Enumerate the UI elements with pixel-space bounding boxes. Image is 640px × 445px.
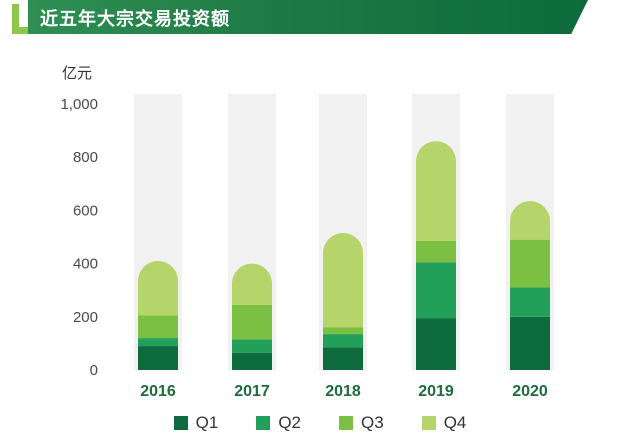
legend-swatch (256, 416, 271, 430)
bar-segment-q1-2016 (138, 346, 178, 370)
bar-segment-q1-2017 (232, 352, 272, 370)
bar-segment-q1-2019 (416, 318, 456, 370)
y-tick-label: 0 (90, 362, 98, 379)
x-tick-label: 2020 (512, 383, 548, 400)
y-tick-label: 400 (73, 256, 98, 273)
title-banner (28, 0, 588, 34)
bar-segment-q2-2018 (323, 334, 363, 348)
x-tick-label: 2016 (140, 383, 176, 400)
legend-label: Q1 (195, 413, 219, 432)
legend-label: Q4 (443, 413, 467, 432)
bar-segment-q4-2017 (232, 263, 272, 305)
bar-segment-q2-2020 (510, 287, 550, 317)
bar-segment-q2-2016 (138, 338, 178, 347)
x-tick-label: 2019 (418, 383, 454, 400)
x-tick-label: 2018 (325, 383, 361, 400)
legend-swatch (421, 416, 436, 430)
legend-swatch (339, 416, 353, 430)
y-tick-label: 1,000 (60, 96, 98, 113)
y-tick-label: 200 (73, 309, 98, 326)
legend-item-q3: Q3 (339, 413, 384, 433)
legend-item-q4: Q4 (421, 413, 467, 433)
bar-segment-q3-2017 (232, 304, 272, 340)
legend: Q1 Q2 Q3 Q4 (0, 410, 640, 436)
x-tick-label: 2017 (234, 383, 270, 400)
bar-segment-q3-2018 (323, 327, 363, 335)
bar-segment-q2-2019 (416, 262, 456, 319)
bar-segment-q4-2018 (323, 233, 363, 328)
corner-decoration (12, 4, 38, 34)
legend-swatch (173, 416, 188, 430)
y-tick-label: 600 (73, 202, 98, 219)
y-tick-label: 800 (73, 149, 98, 166)
bar-segment-q4-2019 (416, 141, 457, 241)
bar-segment-q1-2020 (510, 316, 550, 370)
legend-item-q1: Q1 (173, 413, 219, 433)
x-axis-labels: 2016 2017 2018 2019 2020 (140, 383, 548, 400)
bar-segment-q3-2020 (510, 239, 550, 288)
bar-segment-q4-2020 (510, 201, 550, 240)
bar-segment-q4-2016 (138, 260, 178, 316)
y-axis-ticks: 0 200 400 600 800 1,000 (60, 96, 98, 379)
bars (138, 141, 550, 370)
y-axis-unit: 亿元 (62, 64, 92, 82)
bar-segment-q3-2019 (416, 240, 456, 263)
bar-segment-q1-2018 (323, 347, 363, 370)
bar-segment-q2-2017 (232, 339, 272, 353)
legend-label: Q2 (278, 413, 301, 432)
chart-title: 近五年大宗交易投资额 (40, 9, 230, 30)
legend-item-q2: Q2 (256, 413, 301, 433)
legend-label: Q3 (361, 413, 384, 432)
bar-segment-q3-2016 (138, 315, 178, 339)
